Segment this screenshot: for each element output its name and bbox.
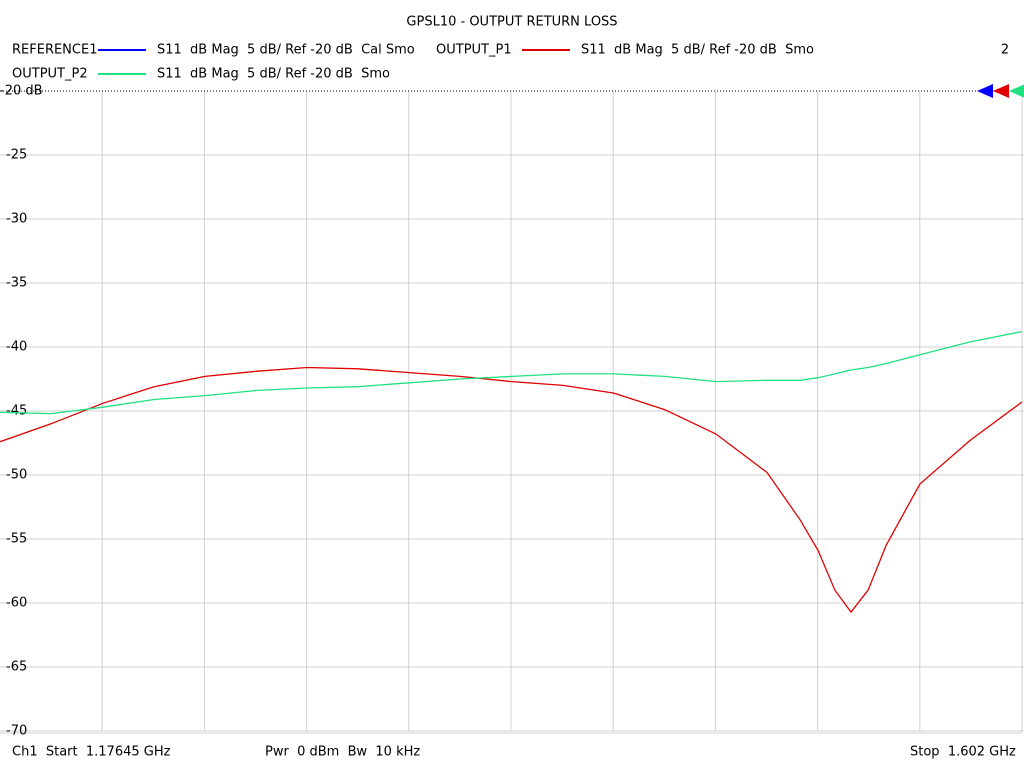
legend-name: OUTPUT_P2 bbox=[12, 67, 88, 82]
legend-name: REFERENCE1 bbox=[12, 43, 97, 58]
reference-marker bbox=[993, 84, 1009, 98]
y-tick-label: -55 bbox=[6, 532, 27, 547]
y-tick-label: -70 bbox=[6, 724, 27, 739]
legend-format: S11 dB Mag 5 dB/ Ref -20 dB Smo bbox=[157, 67, 390, 82]
legend-name: OUTPUT_P1 bbox=[436, 43, 512, 58]
y-tick-label: -60 bbox=[6, 596, 27, 611]
y-tick-label: -35 bbox=[6, 276, 27, 291]
y-tick-label: -50 bbox=[6, 468, 27, 483]
footer-start: Ch1 Start 1.17645 GHz bbox=[12, 745, 171, 760]
y-tick-label: -30 bbox=[6, 212, 27, 227]
chart-title: GPSL10 - OUTPUT RETURN LOSS bbox=[406, 15, 617, 30]
trace-line bbox=[0, 330, 1023, 415]
reference-marker bbox=[1009, 84, 1024, 98]
legend-format: S11 dB Mag 5 dB/ Ref -20 dB Cal Smo bbox=[157, 43, 415, 58]
y-tick-label: -45 bbox=[6, 404, 27, 419]
footer-power: Pwr 0 dBm Bw 10 kHz bbox=[265, 745, 420, 760]
reference-marker bbox=[977, 84, 993, 98]
legend-format: S11 dB Mag 5 dB/ Ref -20 dB Smo bbox=[581, 43, 814, 58]
y-tick-label: -65 bbox=[6, 660, 27, 675]
footer-stop: Stop 1.602 GHz bbox=[910, 745, 1016, 760]
y-tick-label: -40 bbox=[6, 340, 27, 355]
channel-number: 2 bbox=[1001, 43, 1009, 58]
trace-line bbox=[0, 366, 1023, 614]
y-tick-label: -20 dB bbox=[0, 84, 43, 99]
y-tick-label: -25 bbox=[6, 148, 27, 163]
